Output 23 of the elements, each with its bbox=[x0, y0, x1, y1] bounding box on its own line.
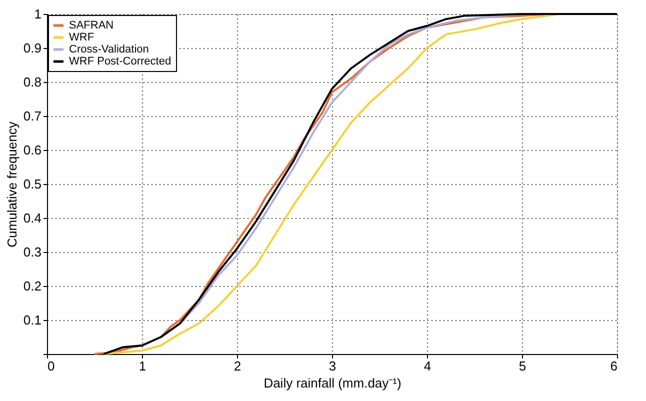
y-tick-label: 0.7 bbox=[23, 108, 42, 124]
y-tick-label: 0.2 bbox=[23, 278, 42, 294]
x-tick-label: 1 bbox=[138, 358, 146, 374]
legend-label: SAFRAN bbox=[69, 20, 114, 32]
y-tick-label: 0.8 bbox=[23, 74, 42, 90]
x-tick-label: 5 bbox=[518, 358, 526, 374]
y-tick-label: 0.4 bbox=[23, 210, 42, 226]
x-tick-label: 0 bbox=[48, 358, 55, 374]
y-tick-label: 0.5 bbox=[23, 176, 42, 192]
x-axis-title: Daily rainfall (mm.day⁻¹) bbox=[264, 376, 402, 390]
y-tick-label: 1 bbox=[34, 6, 42, 22]
y-tick-label: 0.9 bbox=[23, 40, 42, 56]
x-tick-label: 6 bbox=[610, 358, 618, 374]
legend-label: WRF bbox=[69, 32, 94, 44]
y-tick-label: 0.3 bbox=[23, 244, 42, 260]
y-tick-label: 0.6 bbox=[23, 142, 42, 158]
legend-label: Cross-Validation bbox=[69, 44, 149, 56]
x-tick-label: 2 bbox=[234, 358, 242, 374]
x-tick-label: 3 bbox=[328, 358, 336, 374]
y-tick-label: 0.1 bbox=[23, 312, 42, 328]
legend-label: WRF Post-Corrected bbox=[69, 56, 172, 68]
y-axis-title: Cumulative frequency bbox=[4, 121, 20, 248]
x-tick-label: 4 bbox=[424, 358, 432, 374]
